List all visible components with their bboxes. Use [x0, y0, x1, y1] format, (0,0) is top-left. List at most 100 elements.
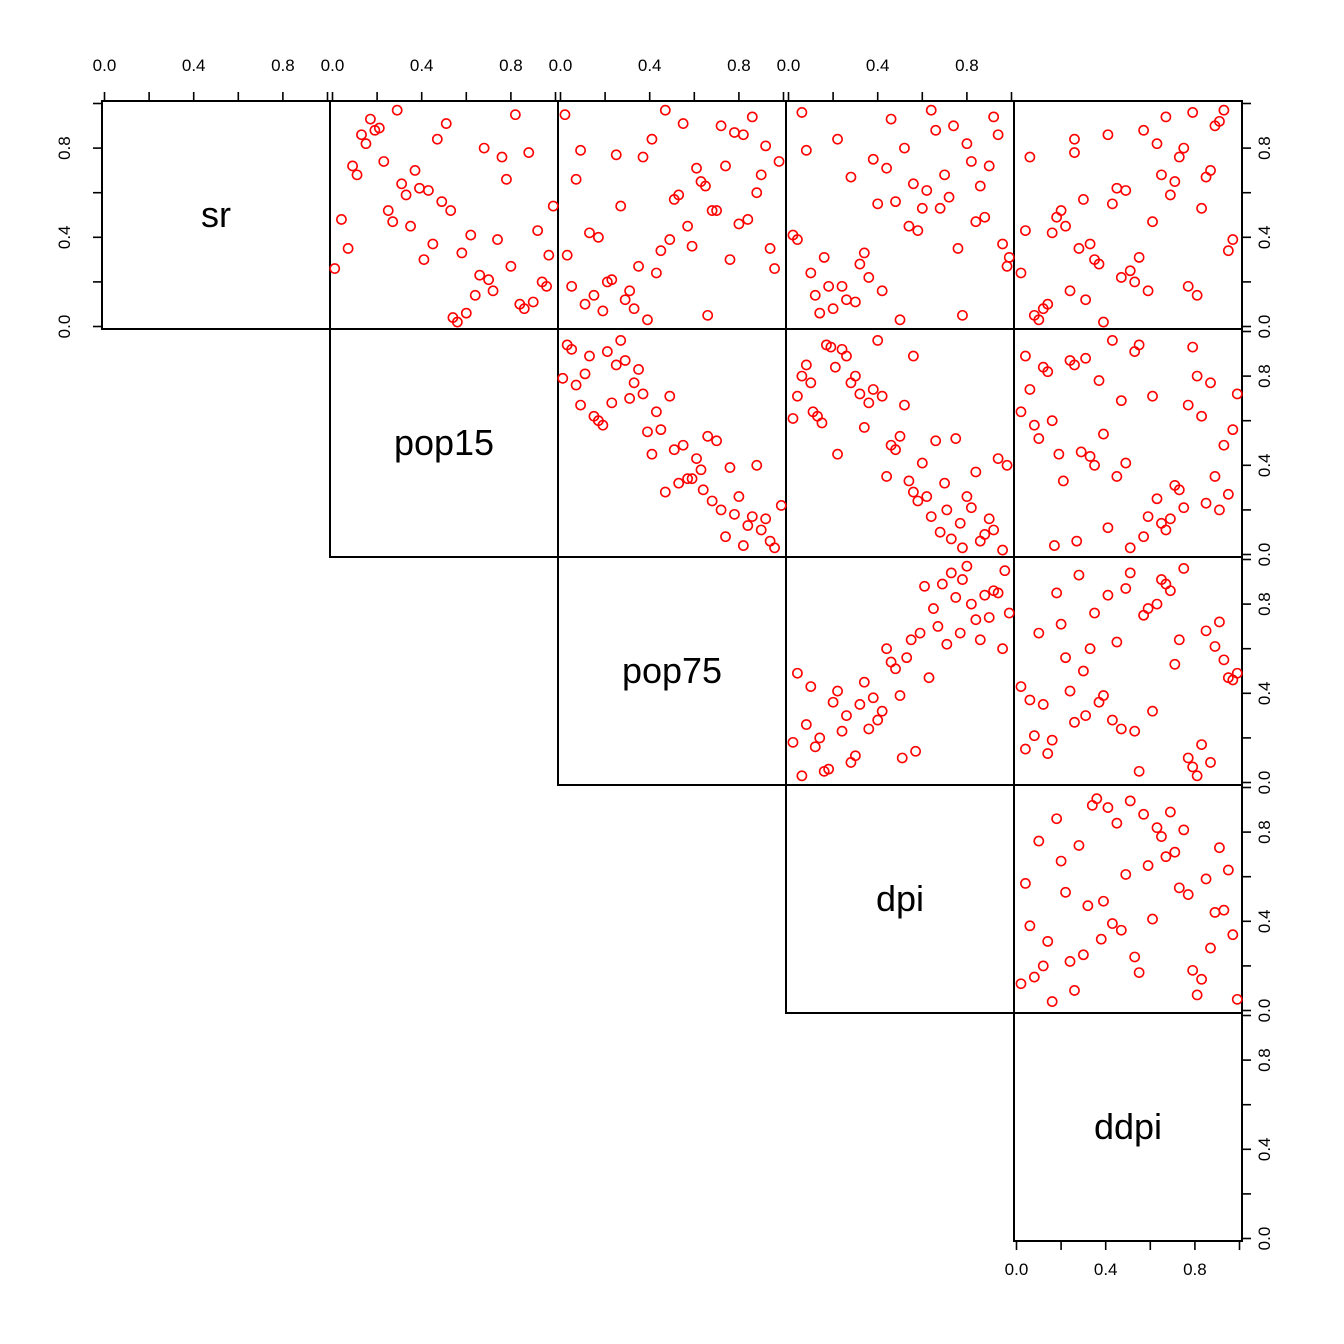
data-point — [858, 421, 870, 433]
data-point — [957, 309, 968, 321]
data-point — [916, 202, 928, 214]
data-point — [836, 725, 848, 737]
data-point — [746, 511, 758, 522]
data-point — [1133, 765, 1145, 777]
data-point — [941, 638, 953, 650]
data-point — [792, 667, 803, 679]
data-point — [1080, 710, 1092, 721]
data-point — [1037, 960, 1049, 972]
data-point — [983, 612, 995, 623]
data-point — [1089, 459, 1100, 471]
data-point — [899, 399, 910, 411]
data-point — [422, 185, 434, 196]
data-point — [1160, 111, 1172, 123]
data-point — [1042, 748, 1054, 759]
data-point — [997, 544, 1008, 556]
data-point — [997, 643, 1008, 655]
data-point — [1178, 824, 1190, 836]
data-point — [697, 484, 709, 496]
data-point — [769, 542, 780, 554]
data-point — [1001, 260, 1013, 272]
data-point — [1037, 699, 1049, 710]
data-point — [885, 656, 897, 668]
data-point — [1160, 851, 1172, 863]
data-point — [668, 444, 680, 456]
data-point — [1151, 598, 1163, 610]
data-point — [1024, 920, 1036, 932]
data-point — [936, 578, 948, 590]
data-point — [487, 285, 499, 297]
data-point — [1033, 627, 1045, 639]
data-point — [642, 314, 653, 326]
data-point — [509, 109, 521, 121]
data-point — [1024, 151, 1036, 163]
data-point — [899, 142, 910, 154]
data-point — [1055, 618, 1067, 630]
data-point — [1205, 164, 1216, 176]
data-point — [733, 491, 745, 502]
variable-label-dpi: dpi — [876, 878, 924, 919]
axes: 0.0 0.4 0.8 0.0 0.4 0.8 0.0 0.4 0.8 0.0 0.4 0.8 0.0 0… — [55, 56, 1274, 1279]
data-point — [1218, 904, 1230, 916]
data-point — [1098, 690, 1109, 701]
data-point — [903, 220, 915, 232]
data-point — [1124, 265, 1136, 277]
data-point — [695, 464, 707, 476]
data-point — [832, 133, 843, 145]
data-point — [691, 162, 702, 174]
y-tick-label-right: 0.4 — [1255, 225, 1274, 249]
data-point — [961, 491, 973, 502]
data-point — [677, 439, 689, 451]
data-point — [979, 529, 991, 540]
x-tick-label-top: 0.8 — [727, 56, 751, 75]
data-point — [1227, 929, 1239, 941]
data-point — [1046, 415, 1058, 427]
data-point — [588, 289, 600, 301]
data-point — [1080, 294, 1092, 306]
data-point — [610, 149, 622, 161]
data-point — [642, 426, 653, 438]
data-point — [1222, 488, 1234, 500]
data-point — [961, 138, 973, 150]
data-point — [1218, 654, 1230, 666]
data-point — [1187, 761, 1199, 773]
data-point — [633, 364, 644, 375]
data-point — [894, 430, 906, 442]
data-point — [805, 377, 817, 389]
data-point — [1173, 634, 1185, 646]
data-point — [724, 462, 736, 473]
data-point — [1075, 446, 1087, 458]
data-point — [907, 178, 919, 190]
data-point — [1049, 540, 1060, 551]
variable-label-ddpi: ddpi — [1094, 1106, 1162, 1147]
data-point — [925, 104, 937, 116]
data-point — [396, 178, 408, 190]
panel-pop75-ddpi — [1013, 556, 1243, 786]
data-point — [584, 350, 595, 362]
data-point — [1169, 658, 1181, 670]
data-point — [579, 368, 591, 380]
data-point — [469, 289, 481, 301]
data-point — [637, 151, 649, 163]
data-point — [1102, 522, 1114, 534]
data-point — [961, 560, 973, 572]
data-point — [460, 307, 472, 319]
data-point — [579, 298, 591, 310]
data-point — [1200, 625, 1212, 637]
data-point — [805, 681, 817, 693]
data-point — [992, 453, 1004, 465]
y-tick-label-right: 0.8 — [1255, 1048, 1274, 1072]
data-point — [1151, 493, 1163, 505]
data-point — [1060, 886, 1071, 898]
panel-sr-pop15 — [329, 100, 559, 330]
y-tick-label-right: 0.0 — [1255, 999, 1274, 1023]
data-point — [1106, 198, 1118, 210]
data-point — [1080, 352, 1092, 364]
data-point — [360, 138, 372, 150]
x-tick-label-top: 0.4 — [638, 56, 662, 75]
data-point — [478, 142, 490, 154]
data-point — [881, 162, 893, 174]
data-point — [1095, 933, 1107, 945]
data-point — [921, 185, 933, 196]
data-point — [1111, 471, 1123, 482]
